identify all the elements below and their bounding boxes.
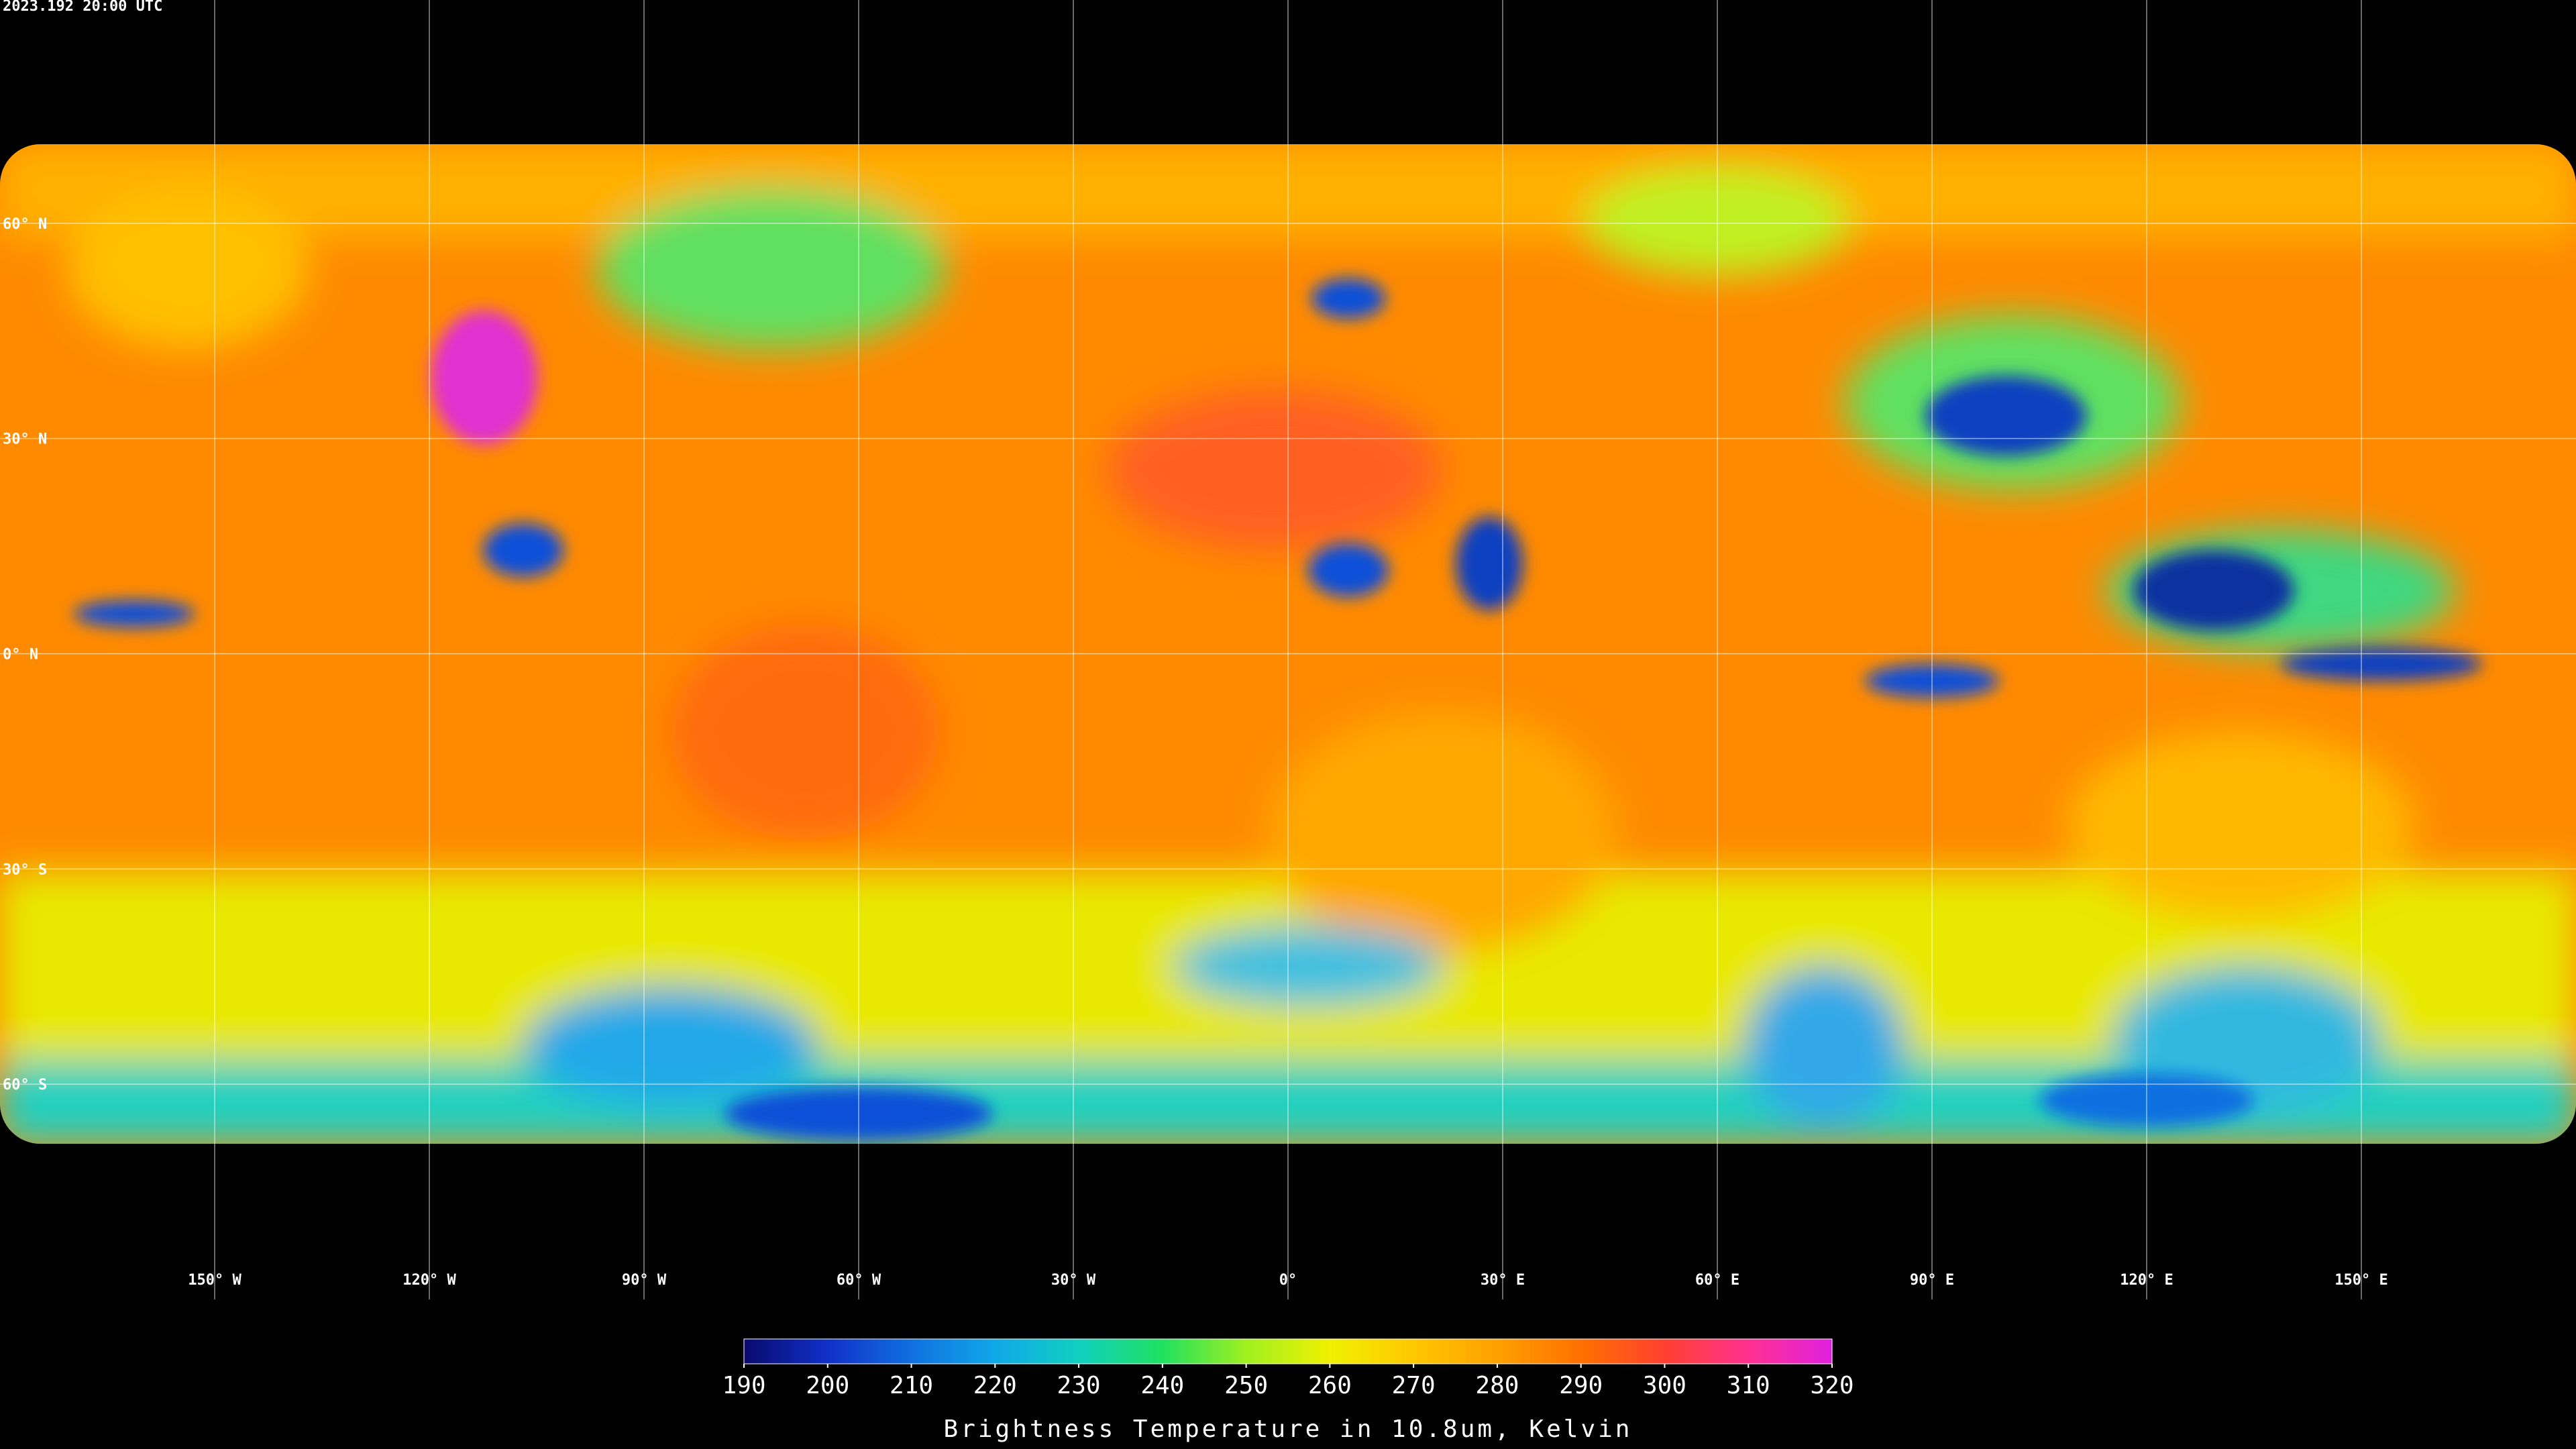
colorbar-tick-label: 250 — [1224, 1372, 1268, 1399]
longitude-label: 120° E — [2120, 1272, 2173, 1289]
longitude-label: 60° W — [837, 1272, 881, 1289]
colorbar-tick-label: 240 — [1140, 1372, 1184, 1399]
colorbar-tick-label: 300 — [1643, 1372, 1686, 1399]
colorbar-tick-label: 260 — [1308, 1372, 1352, 1399]
longitude-label: 30° W — [1051, 1272, 1096, 1289]
colorbar-tick-label: 320 — [1810, 1372, 1854, 1399]
longitude-label: 120° W — [402, 1272, 456, 1289]
latitude-label: 30° N — [3, 431, 47, 448]
colorbar-gradient — [743, 1338, 1833, 1364]
longitude-label: 150° W — [188, 1272, 241, 1289]
longitude-label: 30° E — [1481, 1272, 1525, 1289]
longitude-label: 0° — [1279, 1272, 1297, 1289]
timestamp: 2023.192 20:00 UTC — [3, 0, 162, 15]
colorbar: 190 200 210 220 230 240 250 260 270 280 290 300 310 3… — [722, 1338, 1854, 1399]
colorbar-tick-label: 220 — [973, 1372, 1017, 1399]
longitude-label: 90° W — [622, 1272, 667, 1289]
latitude-label: 30° S — [3, 861, 47, 878]
colorbar-tick-label: 200 — [806, 1372, 849, 1399]
longitude-label: 60° E — [1695, 1272, 1739, 1289]
latitude-label: 60° N — [3, 216, 47, 233]
colorbar-tick-label: 280 — [1475, 1372, 1519, 1399]
colorbar-tick-label: 270 — [1392, 1372, 1436, 1399]
colorbar-tick-label: 230 — [1057, 1372, 1101, 1399]
colorbar-tick-label: 290 — [1559, 1372, 1603, 1399]
longitude-label: 90° E — [1910, 1272, 1954, 1289]
colorbar-tick-label: 310 — [1727, 1372, 1770, 1399]
colorbar-tick-label: 210 — [890, 1372, 933, 1399]
colorbar-title: Brightness Temperature in 10.8um, Kelvin — [944, 1415, 1633, 1443]
latitude-label: 0° N — [3, 647, 38, 663]
latitude-label: 60° S — [3, 1077, 47, 1093]
colorbar-tick-label: 190 — [722, 1372, 765, 1399]
longitude-label: 150° E — [2334, 1272, 2387, 1289]
graticule: 60° N 30° N 0° N 30° S 60° S 150° W 120° W 90° … — [0, 0, 2576, 1299]
